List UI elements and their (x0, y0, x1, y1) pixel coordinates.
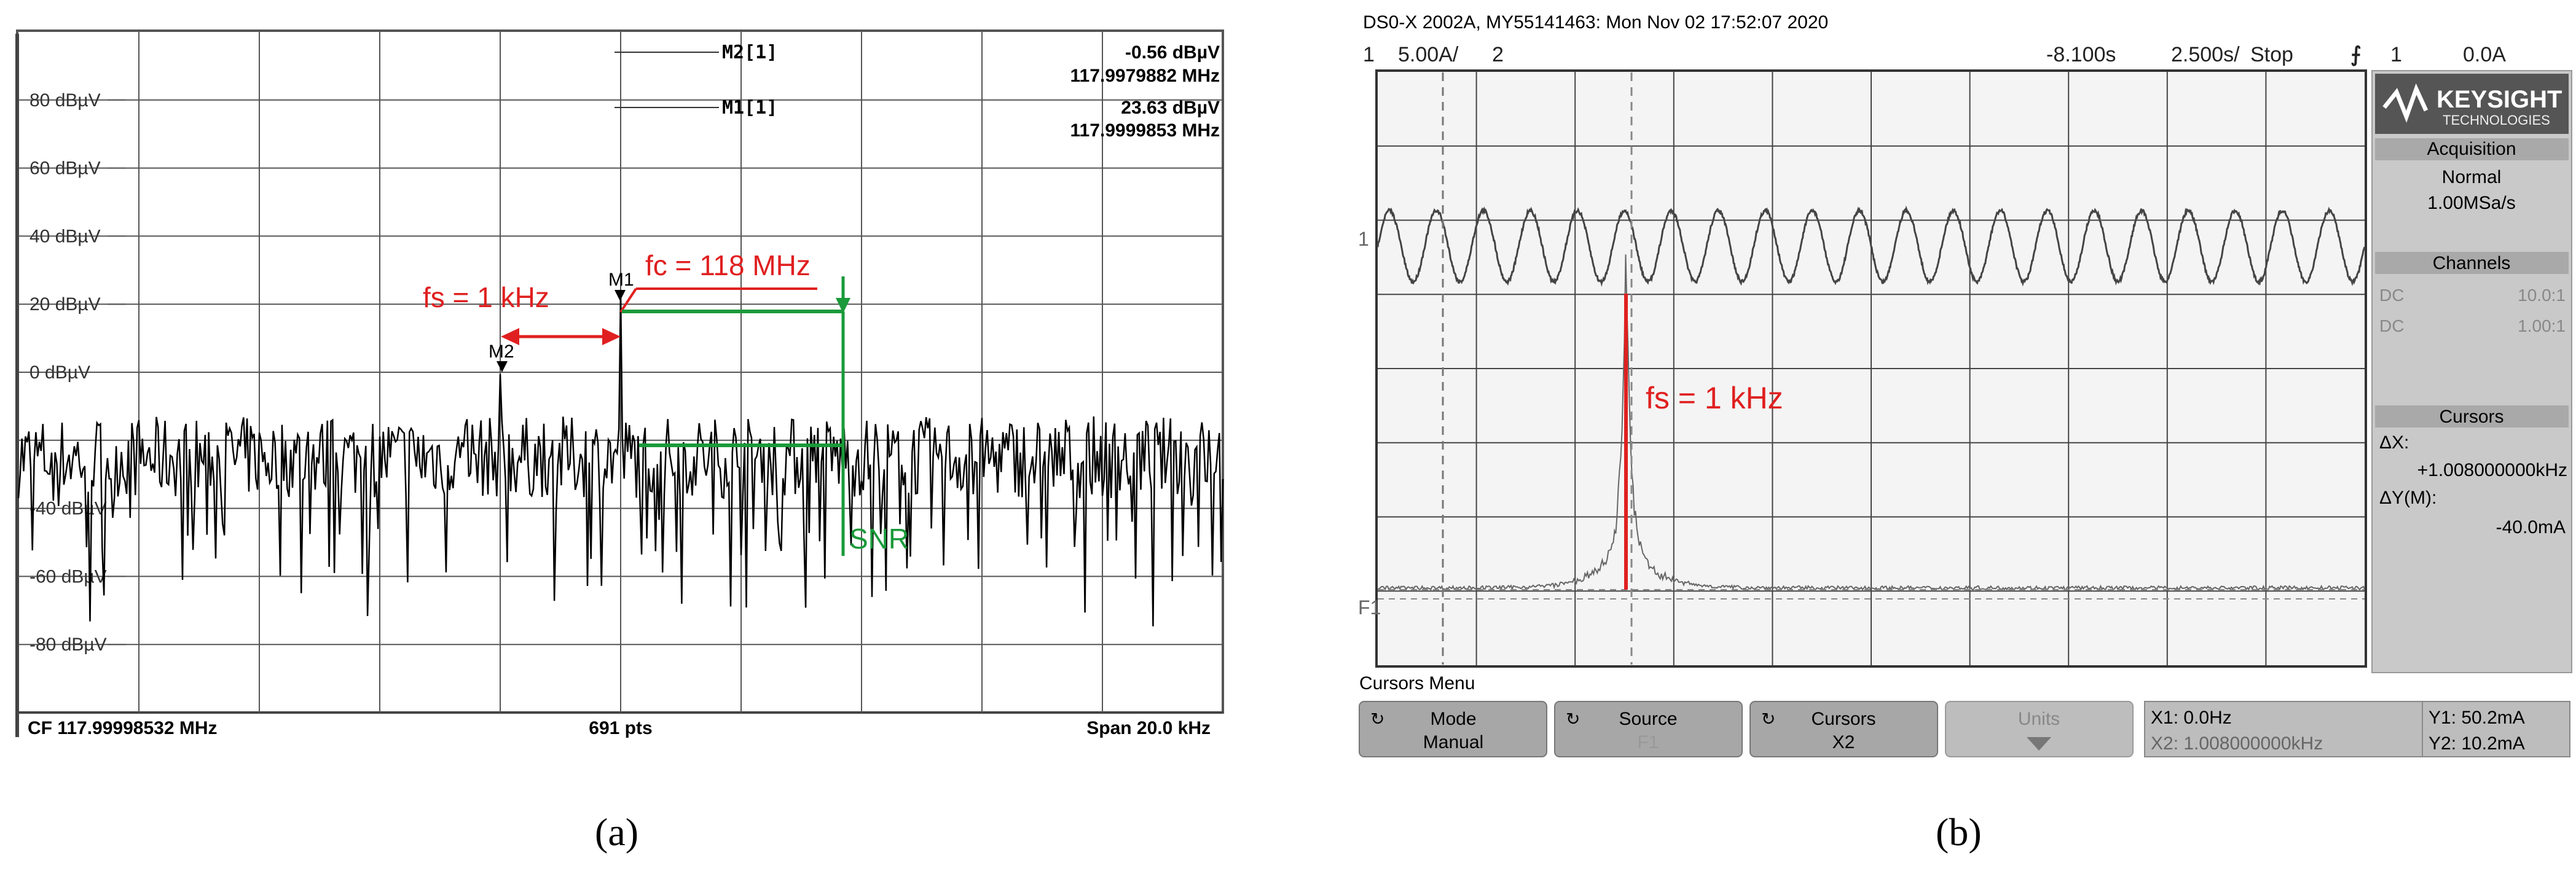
softkey-units-label: Units (2018, 709, 2060, 729)
y-tick-label: -80 dBµV (29, 635, 107, 655)
m2-readout-name: M2[1] (722, 42, 777, 63)
y-tick-label: -40 dBµV (29, 499, 107, 519)
fs-label-a: fs = 1 kHz (423, 281, 549, 313)
channel2-coupling: DC (2379, 316, 2404, 335)
softkey-mode[interactable]: ↻ Mode Manual (1359, 701, 1547, 757)
fs-annotation: fs = 1 kHz (423, 281, 621, 345)
y-tick-label: -60 dBµV (29, 566, 107, 587)
source-rotate-icon: ↻ (1566, 709, 1580, 728)
units-down-arrow-icon (2027, 737, 2051, 751)
panel-a-grid (18, 32, 1223, 713)
ch1-scale: 5.00A/ (1398, 43, 1459, 66)
channel1-coupling: DC (2379, 286, 2404, 305)
keysight-logo-icon (2382, 83, 2429, 123)
delta-y-label: ΔY(M): (2379, 488, 2437, 508)
ch1-ground-marker: 1 (1358, 228, 1369, 250)
channels-title: Channels (2433, 253, 2511, 273)
panel-a-footer: CF 117.99998532 MHz 691 pts Span 20.0 kH… (28, 718, 1211, 738)
y-tick-label: 40 dBµV (29, 226, 101, 246)
cursors-rotate-icon: ↻ (1761, 709, 1775, 728)
trigger-channel: 1 (2390, 43, 2402, 66)
center-frequency: CF 117.99998532 MHz (28, 718, 218, 738)
panel-b-caption: (b) (1936, 810, 1982, 854)
scope-grid (1378, 72, 2365, 665)
time-scale: 2.500s/ (2171, 43, 2240, 66)
panel-a-caption: (a) (595, 810, 639, 854)
softkey-mode-value: Manual (1423, 732, 1483, 752)
channel1-ratio: 10.0:1 (2518, 286, 2566, 305)
readout-y1: Y1: 50.2mA (2429, 708, 2525, 728)
softkey-cursors-label: Cursors (1811, 709, 1875, 729)
ch1-number: 1 (1363, 43, 1375, 66)
m2-readout-freq: 117.9979882 MHz (1070, 66, 1220, 86)
math-fft-trace (1377, 254, 2365, 592)
softkey-source-label: Source (1619, 709, 1677, 729)
points-count: 691 pts (589, 718, 652, 738)
m1-marker-tag: M1 (608, 270, 634, 290)
m2-marker-triangle (497, 361, 508, 372)
m1-marker-triangle (615, 290, 626, 301)
delta-x-value: +1.008000000kHz (2417, 460, 2567, 480)
m1-readout-name: M1[1] (722, 97, 777, 119)
softkey-cursors[interactable]: ↻ Cursors X2 (1749, 701, 1938, 757)
panel-a-y-tick-labels: 80 dBµV 60 dBµV 40 dBµV 20 dBµV 0 dBµV -40 dB… (29, 90, 126, 655)
marker-readout: M2[1] -0.56 dBµV 117.9979882 MHz M1[1] 2… (615, 42, 1220, 141)
fs-label-b: fs = 1 kHz (1646, 381, 1783, 415)
scope-graticule-area: fs = 1 kHz 1 F1 (1358, 69, 2367, 668)
fc-annotation: fc = 118 MHz (619, 249, 817, 313)
m1-readout-level: 23.63 dBµV (1121, 98, 1220, 118)
time-offset: -8.100s (2046, 43, 2116, 66)
marker-tags: M1 M2 (489, 270, 634, 372)
y-tick-label: 60 dBµV (29, 158, 101, 179)
softkey-cursors-value: X2 (1832, 732, 1855, 752)
m1-readout-freq: 117.9999853 MHz (1070, 120, 1220, 141)
ch1-sine-trace (1376, 205, 2366, 287)
span-value: Span 20.0 kHz (1086, 718, 1211, 738)
scope-topbar: 1 5.00A/ 2 -8.100s 2.500s/ Stop ⨍ 1 0.0A (1363, 43, 2506, 66)
delta-y-value: -40.0mA (2496, 517, 2566, 537)
channel2-ratio: 1.00:1 (2518, 316, 2566, 335)
scope-header: DS0-X 2002A, MY55141463: Mon Nov 02 17:5… (1363, 12, 1828, 33)
acquisition-title: Acquisition (2427, 139, 2516, 159)
y-tick-label: 20 dBµV (29, 294, 101, 314)
brand-name: KEYSIGHT (2437, 86, 2562, 113)
fc-label: fc = 118 MHz (645, 249, 811, 281)
oscilloscope-screen: DS0-X 2002A, MY55141463: Mon Nov 02 17:5… (1358, 12, 2572, 757)
softkey-menu-title: Cursors Menu (1359, 673, 1475, 693)
cursor-readout-box: X1: 0.0Hz X2: 1.008000000kHz Y1: 50.2mA … (2144, 701, 2570, 757)
acquisition-mode: Normal (2442, 167, 2502, 187)
cursors-title: Cursors (2439, 407, 2503, 427)
spectrum-analyzer-chart: 80 dBµV 60 dBµV 40 dBµV 20 dBµV 0 dBµV -40 dB… (15, 29, 1224, 738)
ch2-number: 2 (1492, 43, 1504, 66)
trigger-level: 0.0A (2463, 43, 2506, 66)
y-tick-label: 0 dBµV (29, 362, 90, 383)
readout-x1: X1: 0.0Hz (2151, 708, 2232, 728)
m2-marker-tag: M2 (489, 342, 514, 362)
math-ground-marker: F1 (1358, 596, 1381, 619)
brand-sub: TECHNOLOGIES (2443, 112, 2550, 128)
acquisition-rate: 1.00MSa/s (2427, 193, 2515, 213)
readout-y2: Y2: 10.2mA (2429, 733, 2525, 754)
mode-rotate-icon: ↻ (1370, 709, 1384, 728)
scope-sidebar: KEYSIGHT TECHNOLOGIES Acquisition Normal… (2371, 70, 2572, 673)
snr-label: SNR (849, 523, 909, 555)
snr-annotation: SNR (622, 276, 909, 556)
softkey-mode-label: Mode (1430, 709, 1476, 729)
y-tick-label: 80 dBµV (29, 90, 101, 111)
delta-x-label: ΔX: (2379, 432, 2409, 453)
softkey-source[interactable]: ↻ Source F1 (1554, 701, 1743, 757)
readout-x2: X2: 1.008000000kHz (2151, 733, 2323, 754)
softkey-units[interactable]: Units (1945, 701, 2134, 757)
m2-readout-level: -0.56 dBµV (1125, 42, 1220, 63)
softkey-source-value: F1 (1637, 732, 1659, 752)
trigger-slope-icon: ⨍ (2350, 43, 2362, 66)
run-state: Stop (2250, 43, 2293, 66)
